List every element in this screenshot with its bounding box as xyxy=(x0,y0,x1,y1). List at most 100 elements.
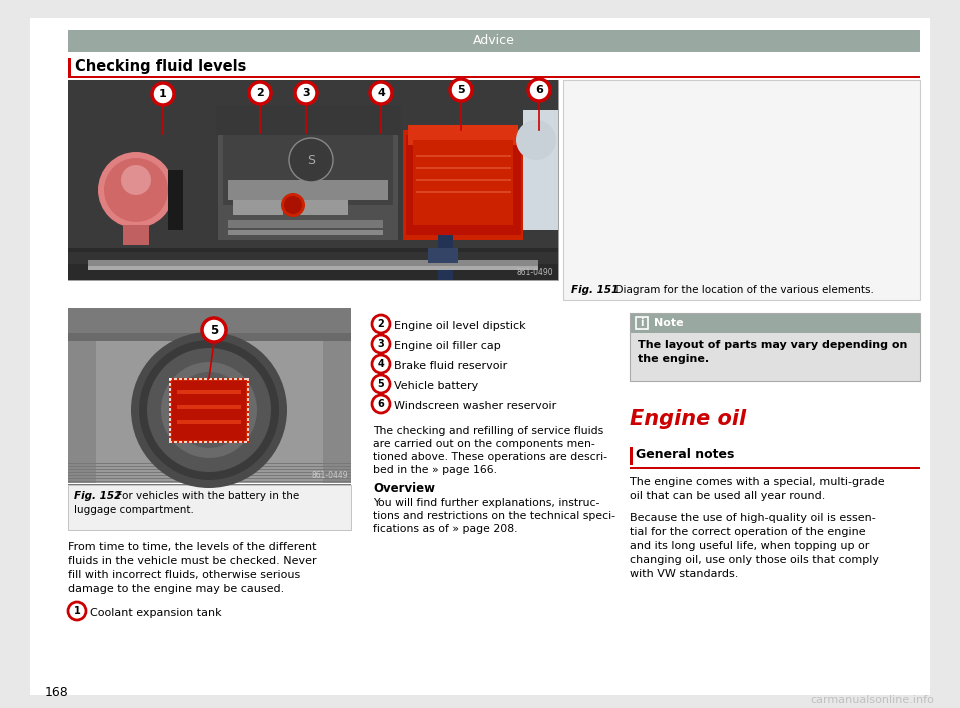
Text: 6: 6 xyxy=(377,399,384,409)
Bar xyxy=(224,441,227,443)
Bar xyxy=(68,484,351,485)
Text: and its long useful life, when topping up or: and its long useful life, when topping u… xyxy=(630,541,870,551)
Bar xyxy=(247,383,249,386)
Bar xyxy=(416,191,511,193)
Text: The checking and refilling of service fluids: The checking and refilling of service fl… xyxy=(373,426,603,436)
Bar xyxy=(244,378,247,380)
Bar xyxy=(68,58,71,76)
Bar xyxy=(169,403,171,406)
Bar xyxy=(247,398,249,401)
Bar xyxy=(244,441,247,443)
Bar xyxy=(194,378,197,380)
Bar xyxy=(68,466,351,467)
Circle shape xyxy=(516,120,556,160)
Bar xyxy=(239,441,242,443)
Bar xyxy=(218,110,398,240)
Circle shape xyxy=(68,602,86,620)
Circle shape xyxy=(450,79,472,101)
Bar xyxy=(179,441,182,443)
Bar xyxy=(171,170,174,230)
Bar xyxy=(68,469,351,470)
Bar xyxy=(413,140,513,225)
Circle shape xyxy=(139,340,279,480)
Bar xyxy=(209,378,212,380)
Bar xyxy=(216,105,401,135)
Text: carmanualsonline.info: carmanualsonline.info xyxy=(810,695,934,705)
Bar xyxy=(247,378,249,381)
Text: 861-0449: 861-0449 xyxy=(311,471,348,480)
Text: S: S xyxy=(307,154,315,166)
Bar xyxy=(416,155,511,157)
Circle shape xyxy=(171,372,247,448)
Bar xyxy=(172,381,246,440)
Circle shape xyxy=(281,193,305,217)
Text: 5: 5 xyxy=(457,85,465,95)
Bar xyxy=(189,378,192,380)
Text: tial for the correct operation of the engine: tial for the correct operation of the en… xyxy=(630,527,866,537)
Text: are carried out on the components men-: are carried out on the components men- xyxy=(373,439,595,449)
Bar xyxy=(169,433,171,436)
Bar xyxy=(174,170,177,230)
Text: You will find further explanations, instruc-: You will find further explanations, inst… xyxy=(373,498,599,508)
Bar xyxy=(88,266,538,270)
Bar xyxy=(408,125,518,145)
Text: fications as of » page 208.: fications as of » page 208. xyxy=(373,524,517,534)
Bar xyxy=(228,230,383,235)
Text: Checking fluid levels: Checking fluid levels xyxy=(75,59,247,74)
Bar xyxy=(169,378,172,380)
Text: 168: 168 xyxy=(45,687,69,700)
Bar xyxy=(169,428,171,431)
Bar xyxy=(247,438,249,441)
Text: Advice: Advice xyxy=(473,35,515,47)
Text: Vehicle battery: Vehicle battery xyxy=(394,381,478,391)
Bar xyxy=(224,378,227,380)
Bar xyxy=(169,418,171,421)
Bar xyxy=(239,378,242,380)
Text: Overview: Overview xyxy=(373,482,435,495)
Bar xyxy=(214,441,217,443)
Bar xyxy=(169,383,171,386)
Bar xyxy=(179,378,182,380)
Bar xyxy=(247,433,249,436)
Bar xyxy=(177,405,241,409)
Bar xyxy=(233,200,283,215)
Bar xyxy=(194,441,197,443)
Bar xyxy=(169,423,171,426)
Bar xyxy=(184,378,187,380)
Bar xyxy=(406,135,521,235)
Text: fluids in the vehicle must be checked. Never: fluids in the vehicle must be checked. N… xyxy=(68,556,317,566)
Bar xyxy=(630,313,920,381)
Bar xyxy=(214,378,217,380)
Bar xyxy=(123,225,149,245)
Bar xyxy=(563,80,920,300)
Bar xyxy=(209,441,212,443)
Bar xyxy=(323,341,351,483)
Circle shape xyxy=(372,395,390,413)
Bar xyxy=(68,80,558,110)
Bar xyxy=(630,447,633,465)
Bar xyxy=(630,313,920,333)
Text: 1: 1 xyxy=(159,89,167,99)
Bar xyxy=(169,398,171,401)
Text: damage to the engine may be caused.: damage to the engine may be caused. xyxy=(68,584,284,594)
Text: Engine oil filler cap: Engine oil filler cap xyxy=(394,341,501,351)
Bar xyxy=(247,388,249,391)
Bar xyxy=(247,403,249,406)
Bar xyxy=(438,235,453,280)
Text: Coolant expansion tank: Coolant expansion tank xyxy=(90,608,222,618)
Text: 2: 2 xyxy=(377,319,384,329)
Circle shape xyxy=(202,318,226,342)
Bar xyxy=(636,317,648,329)
Bar xyxy=(174,441,177,443)
Bar xyxy=(189,441,192,443)
Text: 5: 5 xyxy=(210,324,218,336)
Text: 861-0490: 861-0490 xyxy=(516,268,553,277)
Bar xyxy=(247,418,249,421)
Bar xyxy=(68,80,558,280)
Circle shape xyxy=(121,165,151,195)
Text: tioned above. These operations are descri-: tioned above. These operations are descr… xyxy=(373,452,607,462)
Bar xyxy=(228,220,383,228)
Text: 6: 6 xyxy=(535,85,543,95)
Bar xyxy=(177,390,241,394)
Text: Engine oil: Engine oil xyxy=(630,409,746,429)
